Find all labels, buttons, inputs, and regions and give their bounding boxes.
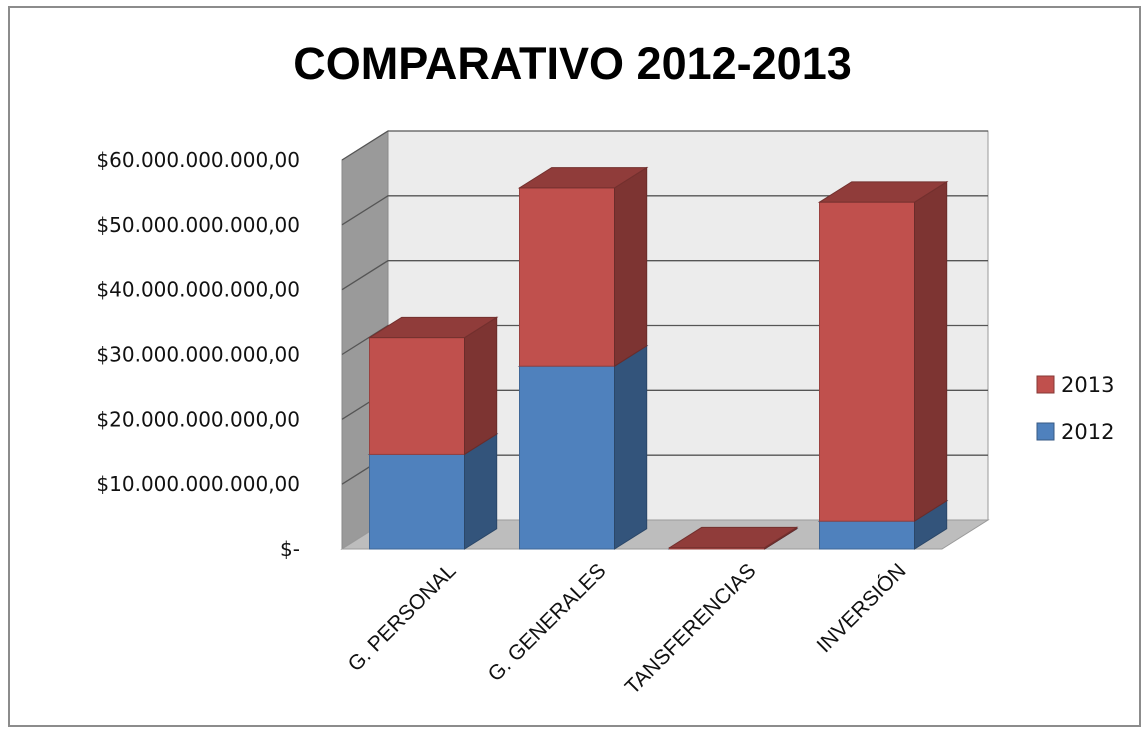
legend: 2013 2012: [1036, 373, 1114, 444]
legend-swatch-2012: [1036, 422, 1055, 441]
gridline: [341, 260, 988, 291]
bar-side: [914, 180, 948, 523]
chart-title: COMPARATIVO 2012-2013: [293, 38, 852, 89]
x-category-label: G. GENERALES: [484, 559, 611, 686]
gridline: [341, 195, 988, 226]
bar-top: [517, 167, 649, 189]
bar-side: [614, 166, 648, 368]
y-tick-label: $50.000.000.000,00: [96, 213, 300, 237]
y-tick-label: $40.000.000.000,00: [96, 278, 300, 302]
gridlines: [341, 130, 988, 485]
bar-top: [817, 181, 949, 203]
y-tick-label: $10.000.000.000,00: [96, 472, 300, 496]
y-axis-ticks: $- $10.000.000.000,00 $20.000.000.000,00 $3…: [96, 148, 300, 561]
bar-front: [369, 453, 465, 550]
x-category-label: INVERSIÓN: [813, 559, 911, 657]
y-tick-label: $60.000.000.000,00: [96, 148, 300, 172]
y-tick-label: $30.000.000.000,00: [96, 343, 300, 367]
gridline: [341, 130, 988, 161]
x-category-label: G. PERSONAL: [344, 559, 461, 676]
bar-front: [369, 337, 465, 455]
bar-top: [667, 526, 799, 549]
bar-front: [819, 201, 915, 522]
bar-2012: [517, 344, 649, 550]
bars: [367, 166, 949, 550]
bar-front: [519, 187, 615, 367]
bar-side: [464, 316, 498, 456]
bar-2013: [817, 180, 949, 523]
bar-2013: [667, 526, 799, 550]
bar-2013: [367, 316, 499, 456]
y-tick-label: $-: [280, 537, 300, 561]
x-axis-labels: G. PERSONAL G. GENERALES TANSFERENCIAS INVE…: [344, 559, 911, 699]
legend-label-2012: 2012: [1061, 420, 1114, 444]
bar-top: [367, 316, 499, 339]
bar-front: [819, 520, 915, 550]
bar-side: [614, 344, 648, 550]
bar-front: [519, 365, 615, 550]
x-category-label: TANSFERENCIAS: [621, 559, 761, 699]
legend-label-2013: 2013: [1061, 373, 1114, 397]
legend-swatch-2013: [1036, 375, 1055, 394]
bar-2013: [517, 166, 649, 368]
y-tick-label: $20.000.000.000,00: [96, 407, 300, 431]
